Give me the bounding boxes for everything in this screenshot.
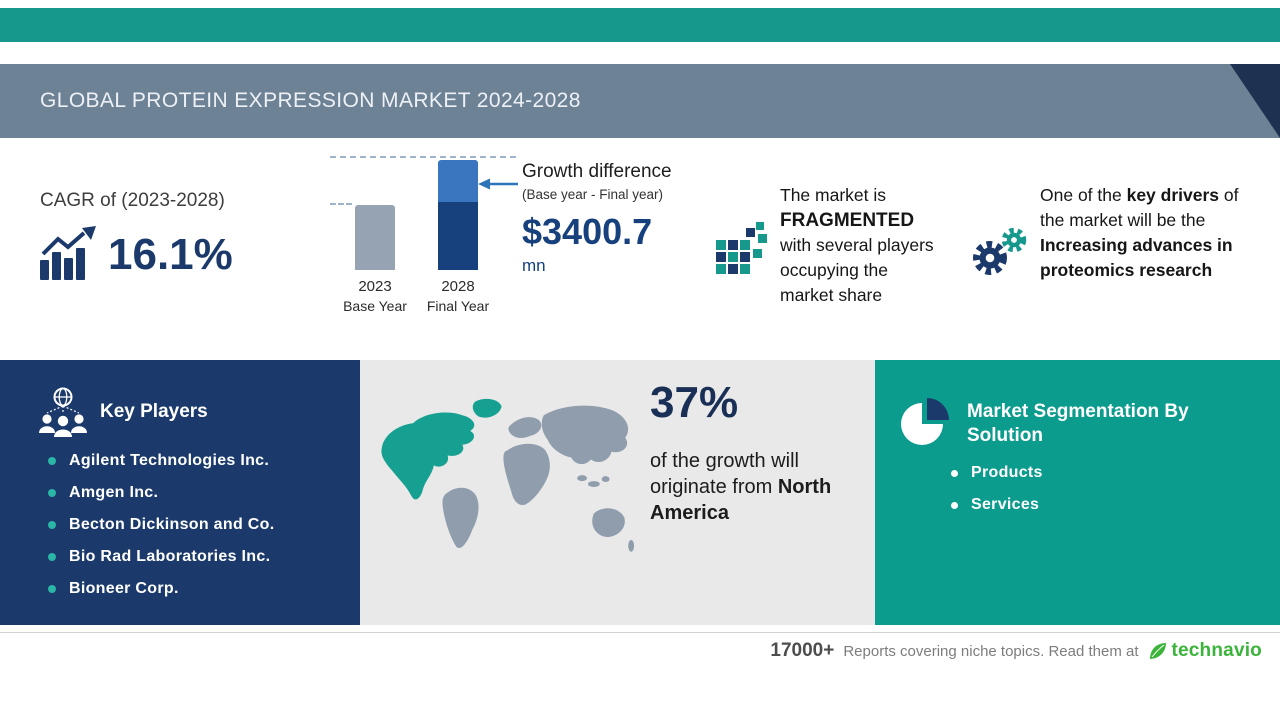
bullet-dot-icon — [48, 457, 56, 465]
bullet-dot-icon — [48, 489, 56, 497]
header-bar: GLOBAL PROTEIN EXPRESSION MARKET 2024-20… — [0, 64, 1280, 138]
pie-chart-icon — [901, 398, 949, 445]
key-player-name: Bio Rad Laboratories Inc. — [69, 548, 271, 565]
top-accent-bar — [0, 8, 1280, 42]
key-player-name: Agilent Technologies Inc. — [69, 452, 270, 469]
technavio-logo[interactable]: technavio — [1148, 640, 1263, 662]
regional-growth-panel: 37% of the growth will originate from No… — [360, 360, 875, 625]
segmentation-panel: Market Segmentation By Solution Products… — [875, 360, 1280, 625]
list-item: Bio Rad Laboratories Inc. — [48, 548, 274, 566]
cagr-label: CAGR of (2023-2028) — [40, 190, 225, 211]
dashed-guide-base — [330, 203, 352, 205]
team-globe-icon — [39, 387, 87, 437]
cagr-value: 16.1% — [108, 230, 233, 279]
growth-difference-unit: mn — [522, 256, 546, 275]
key-players-list: Agilent Technologies Inc. Amgen Inc. Bec… — [48, 452, 274, 612]
key-player-name: Amgen Inc. — [69, 484, 159, 501]
footer: 17000+ Reports covering niche topics. Re… — [770, 640, 1262, 662]
list-item: Agilent Technologies Inc. — [48, 452, 274, 470]
bullet-dot-icon — [48, 585, 56, 593]
corner-fold-decoration — [1230, 64, 1280, 138]
growth-difference-block: Growth difference (Base year - Final yea… — [522, 161, 672, 276]
bullet-dot-icon — [48, 553, 56, 561]
key-drivers-text: One of the key drivers of the market wil… — [1040, 183, 1248, 283]
key-drivers-bold1: key drivers — [1126, 185, 1220, 205]
key-player-name: Bioneer Corp. — [69, 580, 179, 597]
list-item: Services — [951, 496, 1043, 514]
world-map — [381, 398, 635, 552]
left-arrow-icon — [478, 178, 518, 190]
key-player-name: Becton Dickinson and Co. — [69, 516, 275, 533]
fragmented-highlight: FRAGMENTED — [780, 210, 915, 231]
key-drivers-pre: One of the — [1040, 185, 1127, 205]
bar-sub-2028: Final Year — [426, 298, 490, 314]
fragmented-text: The market is FRAGMENTED with several pl… — [780, 183, 942, 308]
regional-text-pre: of the growth will originate from — [650, 450, 799, 498]
fragmented-line2: with several players occupying the marke… — [780, 235, 934, 305]
list-item: Becton Dickinson and Co. — [48, 516, 274, 534]
bar-year-2028: 2028 — [441, 278, 475, 295]
segmentation-item: Products — [971, 464, 1043, 481]
segmentation-item: Services — [971, 496, 1040, 513]
leaf-icon — [1149, 643, 1166, 659]
bar-sub-2023: Base Year — [343, 298, 407, 314]
bar-label-2023: 2023 Base Year — [335, 278, 415, 314]
gears-icon — [973, 227, 1027, 275]
dashed-guide-top — [330, 156, 516, 158]
list-item: Products — [951, 464, 1043, 482]
bar-chart-growth-icon — [40, 226, 96, 280]
key-drivers-mid: of the market will be the — [1040, 185, 1239, 230]
growth-difference-subtitle: (Base year - Final year) — [522, 187, 664, 202]
regional-growth-text: of the growth will originate from North … — [650, 448, 836, 526]
brand-name: technavio — [1171, 640, 1262, 661]
bar-label-2028: 2028 Final Year — [418, 278, 498, 314]
bullet-dot-icon — [951, 469, 958, 477]
list-item: Amgen Inc. — [48, 484, 274, 502]
segmentation-list: Products Services — [951, 464, 1043, 528]
bullet-dot-icon — [951, 501, 958, 509]
regional-region-name: North America — [650, 476, 832, 524]
growth-bar-chart: 2023 Base Year 2028 Final Year — [330, 150, 518, 320]
fragmented-mosaic-icon — [716, 222, 767, 274]
key-players-title: Key Players — [100, 401, 208, 422]
bar-year-2023: 2023 — [358, 278, 392, 295]
regional-growth-value: 37% — [650, 378, 739, 427]
bar-2023 — [355, 205, 395, 270]
fragmented-line1: The market is — [780, 185, 886, 205]
segmentation-title: Market Segmentation By Solution — [967, 401, 1189, 446]
reports-count: 17000+ — [770, 640, 835, 661]
bar-2028 — [438, 160, 478, 270]
footer-divider — [0, 632, 1280, 633]
footer-text: Reports covering niche topics. Read them… — [843, 642, 1139, 660]
growth-difference-value: $3400.7 — [522, 211, 653, 252]
page-title: GLOBAL PROTEIN EXPRESSION MARKET 2024-20… — [40, 89, 581, 112]
key-players-panel: Key Players Agilent Technologies Inc. Am… — [0, 360, 360, 625]
bullet-dot-icon — [48, 521, 56, 529]
key-drivers-bold2: Increasing advances in proteomics resear… — [1040, 235, 1233, 280]
growth-difference-title: Growth difference — [522, 161, 672, 182]
list-item: Bioneer Corp. — [48, 580, 274, 598]
